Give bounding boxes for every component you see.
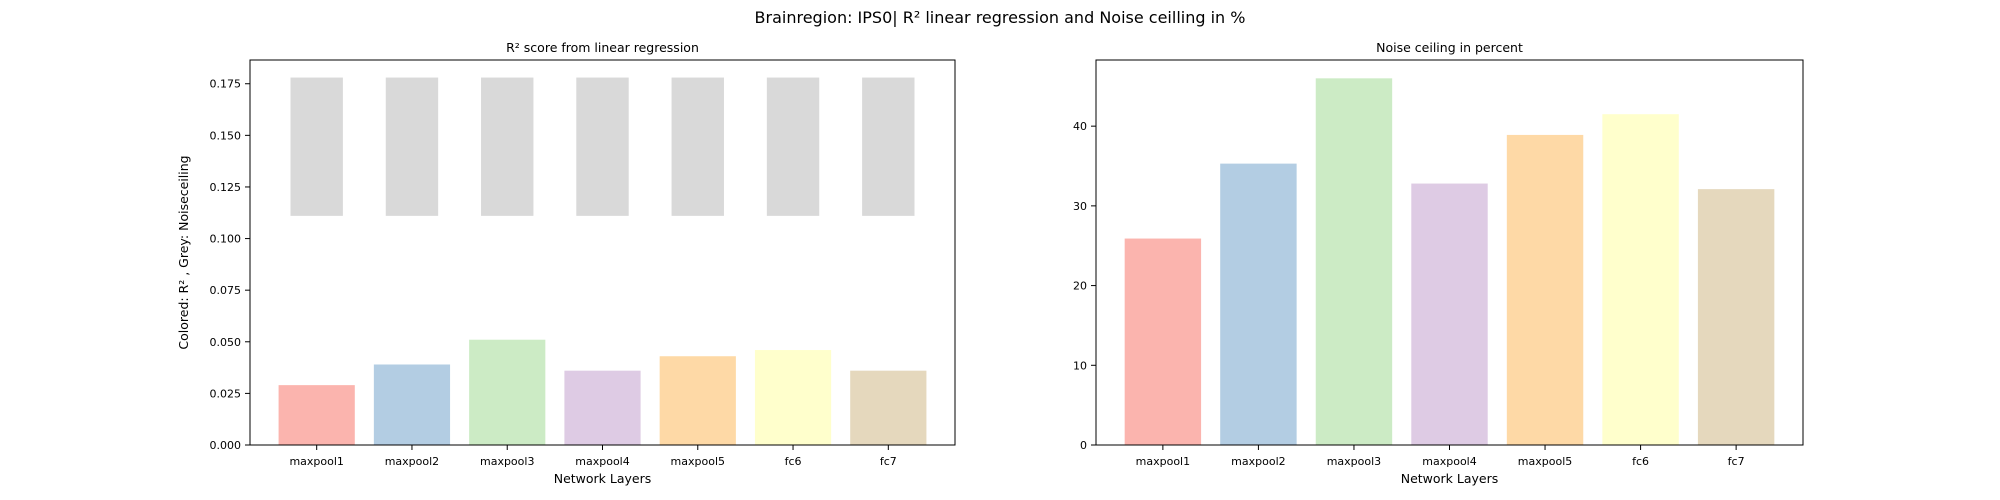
y-tick-label: 0.075 [210, 284, 242, 297]
x-tick-label: maxpool3 [1327, 455, 1381, 468]
x-tick-label: maxpool1 [289, 455, 343, 468]
x-tick-label: maxpool4 [575, 455, 629, 468]
bar-maxpool2 [1220, 163, 1297, 446]
y-tick-label: 20 [1073, 280, 1087, 293]
noise-ceiling-bar-maxpool4 [576, 77, 629, 216]
bar-maxpool5 [659, 356, 736, 445]
chart-title: R² score from linear regression [506, 40, 699, 55]
x-tick-label: fc7 [880, 455, 897, 468]
x-tick-label: maxpool5 [1518, 455, 1572, 468]
noise-ceiling-chart-panel: 0 10 20 30 40 maxpool1 maxpool2 maxpool3 maxpool… [1073, 40, 1804, 486]
x-tick-label: maxpool2 [385, 455, 439, 468]
noise-ceiling-bar-fc7 [862, 77, 915, 216]
figure-title: Brainregion: IPS0| R² linear regression … [754, 8, 1246, 27]
y-tick-label: 40 [1073, 120, 1087, 133]
bar-maxpool2 [373, 364, 451, 445]
bar-fc7 [1697, 189, 1775, 445]
bar-fc6 [754, 350, 832, 445]
x-tick-label: maxpool1 [1136, 455, 1190, 468]
y-tick-label: 0.125 [210, 181, 242, 194]
noise-ceiling-bar-maxpool5 [671, 77, 724, 216]
x-tick-label: fc7 [1728, 455, 1745, 468]
r2-chart-panel: 0.000 0.025 0.050 0.075 0.100 0.125 0.150 0.175… [176, 40, 956, 486]
bar-fc6 [1602, 114, 1679, 446]
y-tick-label: 30 [1073, 200, 1087, 213]
y-tick-label: 0.025 [210, 387, 242, 400]
noise-ceiling-bar-maxpool1 [290, 77, 343, 216]
y-axis-label: Colored: R² , Grey: Noiseceiling [176, 155, 191, 349]
y-tick-label: 0.150 [210, 129, 242, 142]
y-tick-label: 10 [1073, 359, 1087, 372]
x-tick-label: maxpool4 [1422, 455, 1476, 468]
bar-maxpool3 [1315, 78, 1393, 445]
y-tick-label: 0.175 [210, 78, 242, 91]
y-tick-label: 0.050 [210, 336, 242, 349]
bar-maxpool1 [278, 385, 355, 445]
x-axis-label: Network Layers [554, 471, 652, 486]
y-tick-label: 0 [1080, 439, 1087, 452]
bar-fc7 [850, 370, 927, 445]
noise-ceiling-bar-fc6 [766, 77, 820, 216]
noise-ceiling-bar-maxpool2 [385, 77, 439, 216]
x-tick-label: maxpool2 [1231, 455, 1285, 468]
bar-maxpool3 [469, 339, 546, 445]
bar-maxpool4 [564, 370, 641, 445]
bar-maxpool4 [1411, 183, 1488, 445]
bar-maxpool5 [1506, 134, 1584, 445]
noise-ceiling-bar-maxpool3 [481, 77, 534, 216]
chart-title: Noise ceiling in percent [1376, 40, 1523, 55]
x-tick-label: maxpool3 [480, 455, 534, 468]
x-tick-label: fc6 [785, 455, 802, 468]
y-tick-label: 0.000 [210, 439, 242, 452]
bar-maxpool1 [1124, 238, 1202, 445]
x-tick-label: maxpool5 [671, 455, 725, 468]
x-axis-label: Network Layers [1401, 471, 1499, 486]
x-tick-label: fc6 [1632, 455, 1649, 468]
y-tick-label: 0.100 [210, 233, 242, 246]
